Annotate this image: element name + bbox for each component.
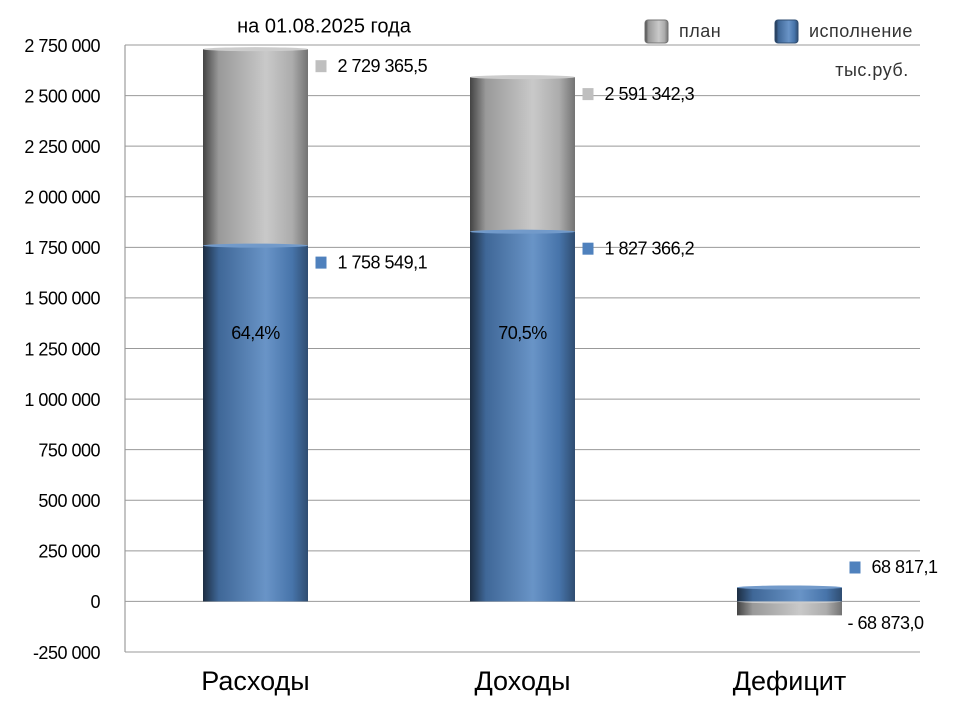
bar-cap: [470, 229, 575, 234]
data-label: 68 817,1: [872, 557, 939, 577]
y-tick-label: 0: [90, 592, 100, 612]
y-tick-label: 1 500 000: [24, 289, 100, 309]
y-tick-label: 2 000 000: [24, 188, 100, 208]
x-tick-label: Доходы: [474, 666, 570, 696]
legend-label: план: [679, 21, 721, 41]
percent-label: 64,4%: [231, 323, 280, 343]
y-tick-label: 1 000 000: [24, 390, 100, 410]
unit-label: тыс.руб.: [835, 60, 909, 80]
bar-cap: [470, 75, 575, 80]
legend-swatch: [582, 88, 594, 101]
y-tick-label: 750 000: [38, 440, 100, 460]
y-tick-label: 2 250 000: [24, 137, 100, 157]
legend-swatch: [315, 60, 327, 73]
y-tick-label: 2 500 000: [24, 86, 100, 106]
y-tick-label: 2 750 000: [24, 36, 100, 56]
legend-swatch: [849, 561, 861, 574]
x-tick-label: Дефицит: [733, 666, 847, 696]
data-label: 1 758 549,1: [338, 252, 428, 272]
bar: [737, 601, 842, 616]
x-tick-label: Расходы: [201, 666, 309, 696]
y-tick-label: 1 250 000: [24, 339, 100, 359]
y-tick-label: -250 000: [33, 643, 101, 663]
percent-label: 70,5%: [498, 323, 547, 343]
bar: [470, 231, 575, 602]
data-label: 2 591 342,3: [605, 84, 695, 104]
y-tick-label: 1 750 000: [24, 238, 100, 258]
bar-cap: [203, 243, 308, 248]
data-label: 2 729 365,5: [338, 56, 428, 76]
bar-cap: [203, 47, 308, 52]
bar-cap: [737, 585, 842, 590]
y-tick-label: 250 000: [38, 542, 100, 562]
legend-swatch: [582, 242, 594, 255]
legend-swatch: [315, 256, 327, 269]
y-tick-label: 500 000: [38, 491, 100, 511]
bar: [737, 587, 842, 602]
legend-swatch: [774, 19, 799, 44]
legend-label: исполнение: [809, 21, 913, 41]
data-label: - 68 873,0: [848, 613, 925, 633]
data-label: 1 827 366,2: [605, 238, 695, 258]
chart-subtitle: на 01.08.2025 года: [237, 15, 412, 37]
legend-swatch: [644, 19, 669, 44]
bar: [203, 245, 308, 602]
